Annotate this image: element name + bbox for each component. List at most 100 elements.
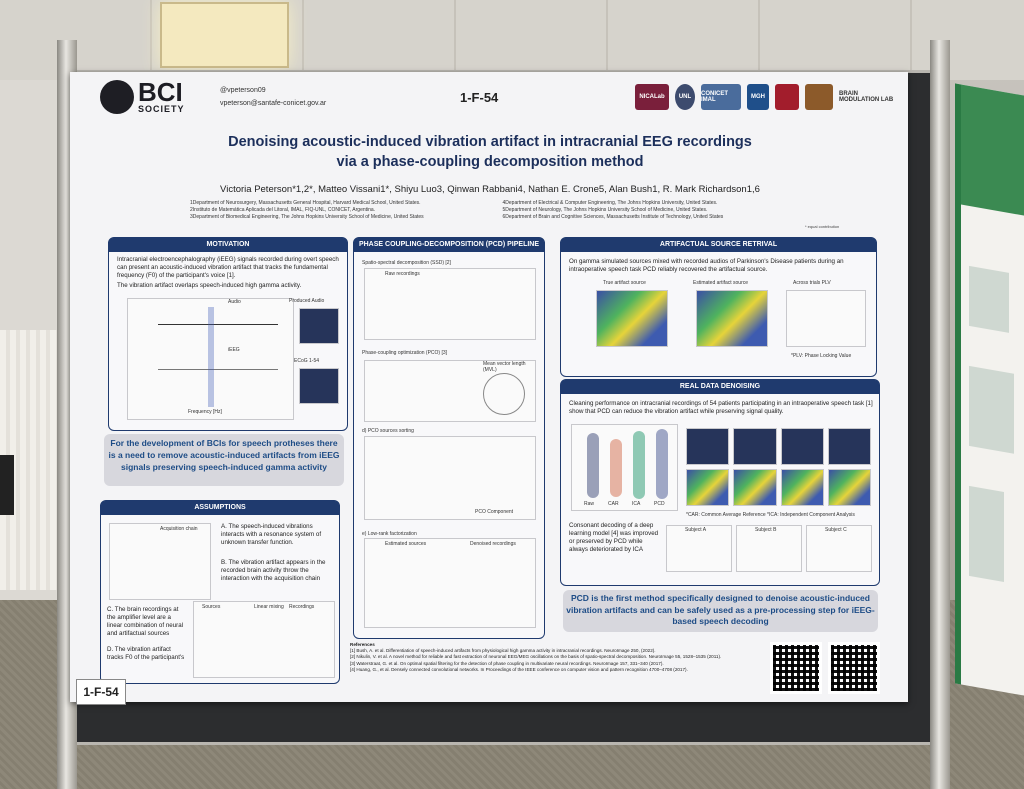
subject-b-label: Subject B xyxy=(755,527,777,533)
pipeline-header: PHASE COUPLING-DECOMPOSITION (PCD) PIPEL… xyxy=(354,238,544,252)
affiliation: 6Department of Brain and Cognitive Scien… xyxy=(502,214,724,220)
mixing-figure: Sources Linear mixing Recordings xyxy=(193,601,335,678)
ceiling xyxy=(0,0,1024,80)
artifactual-panel: ARTIFACTUAL SOURCE RETRIVAL On gamma sim… xyxy=(560,237,877,377)
logo-mgh: MGH xyxy=(747,84,769,110)
ecog-label: ECoG 1-54 xyxy=(294,358,320,364)
audio-label: Audio xyxy=(228,299,241,305)
subject-b-plot: Subject B xyxy=(736,525,802,572)
violin-ica xyxy=(633,431,645,499)
brain-icon xyxy=(100,80,134,114)
ieeg-trace xyxy=(158,369,278,370)
real-data-bullet: Cleaning performance on intracranial rec… xyxy=(569,400,873,415)
bci-society-logo: BCI SOCIETY xyxy=(100,79,185,114)
motivation-bullet-2: The vibration artifact overlaps speech-i… xyxy=(117,282,302,289)
reference-item: [4] Huang, G., et al. Densely connected … xyxy=(350,666,688,672)
affiliation: 4Department of Electrical & Computer Eng… xyxy=(502,200,718,206)
frequency-axis-label: Frequency [Hz] xyxy=(188,409,222,415)
motivation-panel: MOTIVATION Intracranial electroencephalo… xyxy=(108,237,348,431)
harvard-shield-icon xyxy=(775,84,799,110)
poster-board-tag: 1-F-54 xyxy=(76,679,126,705)
produced-audio-spectrogram xyxy=(299,308,339,344)
ceiling-light xyxy=(160,2,289,68)
ieeg-label: iEEG xyxy=(228,347,240,353)
true-source-heatmap xyxy=(596,290,668,347)
audio-trace xyxy=(158,324,278,325)
references: References [1] Bush, A. et al. Different… xyxy=(350,642,830,673)
title-line-2: via a phase-coupling decomposition metho… xyxy=(336,154,644,170)
subject-c-label: Subject C xyxy=(825,527,847,533)
spectrogram xyxy=(686,469,730,506)
spectrogram xyxy=(733,428,777,465)
violin-raw xyxy=(587,433,599,498)
linear-mixing-label: Linear mixing xyxy=(254,604,284,610)
spectrogram-grid xyxy=(686,428,871,506)
artifactual-bullet: On gamma simulated sources mixed with re… xyxy=(569,258,844,273)
assumption-c: C. The brain recordings at the amplifier… xyxy=(107,606,184,637)
assumptions-header: ASSUMPTIONS xyxy=(101,501,339,515)
acquisition-chain-label: Acquisition chain xyxy=(160,526,198,532)
plv-title: Across trials PLV xyxy=(793,280,831,286)
pipeline-panel: PHASE COUPLING-DECOMPOSITION (PCD) PIPEL… xyxy=(353,237,545,639)
logo-nicalab: NICALab xyxy=(635,84,669,110)
contact-info: @vpeterson09 vpeterson@santafe-conicet.g… xyxy=(220,84,326,110)
assumption-d: D. The vibration artifact tracks F0 of t… xyxy=(107,646,185,661)
spectrogram xyxy=(686,428,730,465)
violin-pcd xyxy=(656,429,668,499)
car-ica-note: *CAR: Common Average Reference *ICA: Ind… xyxy=(686,512,855,518)
category-ica: ICA xyxy=(632,501,641,507)
qr-code-icon xyxy=(770,642,822,694)
category-raw: Raw xyxy=(584,501,595,507)
estimated-source-title: Estimated artifact source xyxy=(693,280,749,286)
f0-band xyxy=(208,307,214,407)
assumptions-panel: ASSUMPTIONS Acquisition chain A. The spe… xyxy=(100,500,340,684)
spectrogram xyxy=(827,428,871,465)
reference-item: [2] Nikulin, V. et al. A novel method fo… xyxy=(350,654,722,660)
audio-ieeg-figure: Audio iEEG Frequency [Hz] xyxy=(127,298,294,420)
raw-recordings-label: Raw recordings xyxy=(385,271,420,277)
pco-component-label: PCO Component xyxy=(475,509,514,515)
logo-unl: UNL xyxy=(675,84,695,110)
title-line-1: Denoising acoustic-induced vibration art… xyxy=(228,134,752,150)
real-data-header: REAL DATA DENOISING xyxy=(561,380,879,394)
society-sub: SOCIETY xyxy=(138,104,185,114)
step-pco: Phase-coupling optimization (PCO) [3] xyxy=(362,350,448,356)
real-data-panel: REAL DATA DENOISING Cleaning performance… xyxy=(560,379,880,586)
estimated-sources-label: Estimated sources xyxy=(385,541,427,547)
qr-code-icon xyxy=(828,642,880,694)
subject-c-plot: Subject C xyxy=(806,525,872,572)
poster-title: Denoising acoustic-induced vibration art… xyxy=(110,132,870,172)
spectrogram xyxy=(733,469,777,506)
produced-audio-label: Produced Audio xyxy=(289,298,325,304)
clean-electrodes-violin: Raw CAR ICA PCD xyxy=(571,424,678,511)
decoding-bullet: Consonant decoding of a deep learning mo… xyxy=(569,522,659,553)
artifactual-header: ARTIFACTUAL SOURCE RETRIVAL xyxy=(561,238,876,252)
step-factorization: e) Low-rank factorization xyxy=(362,531,417,537)
logo-brain-modulation-lab: BRAIN MODULATION LAB xyxy=(839,84,894,110)
step-sorting: d) PCO sources sorting xyxy=(362,428,414,434)
authors: Victoria Peterson*1,2*, Matteo Vissani1*… xyxy=(220,184,760,195)
ssd-figure: Raw recordings xyxy=(364,268,536,340)
plv-note: *PLV: Phase Locking Value xyxy=(791,353,852,359)
twitter-handle: @vpeterson09 xyxy=(220,87,266,94)
affiliation: 1Department of Neurosurgery, Massachuset… xyxy=(190,200,421,206)
violin-car xyxy=(610,439,622,497)
acquisition-chain-figure: Acquisition chain xyxy=(109,523,211,600)
spectrogram xyxy=(827,469,871,506)
factorization-figure: Estimated sources Denoised recordings xyxy=(364,538,536,628)
motivation-bullet-1: Intracranial electroencephalography (iEE… xyxy=(117,256,339,279)
denoised-recordings-label: Denoised recordings xyxy=(470,541,516,547)
poster-id: 1-F-54 xyxy=(460,90,499,105)
step-ssd: Spatio-spectral decomposition (SSD) [2] xyxy=(362,260,451,266)
email: vpeterson@santafe-conicet.gov.ar xyxy=(220,100,327,107)
references-header: References xyxy=(350,642,375,647)
dark-panel xyxy=(0,455,14,515)
spectrogram xyxy=(780,428,824,465)
logo-conicet: CONICET IMAL xyxy=(701,84,741,110)
poster: BCI SOCIETY @vpeterson09 vpeterson@santa… xyxy=(70,72,908,702)
equal-contribution: * equal contribution xyxy=(805,224,840,229)
subject-a-plot: Subject A xyxy=(666,525,732,572)
estimated-source-heatmap xyxy=(696,290,768,347)
mvl-label: Mean vector length (MVL) xyxy=(483,361,526,373)
sorting-figure: PCO Component xyxy=(364,436,536,520)
